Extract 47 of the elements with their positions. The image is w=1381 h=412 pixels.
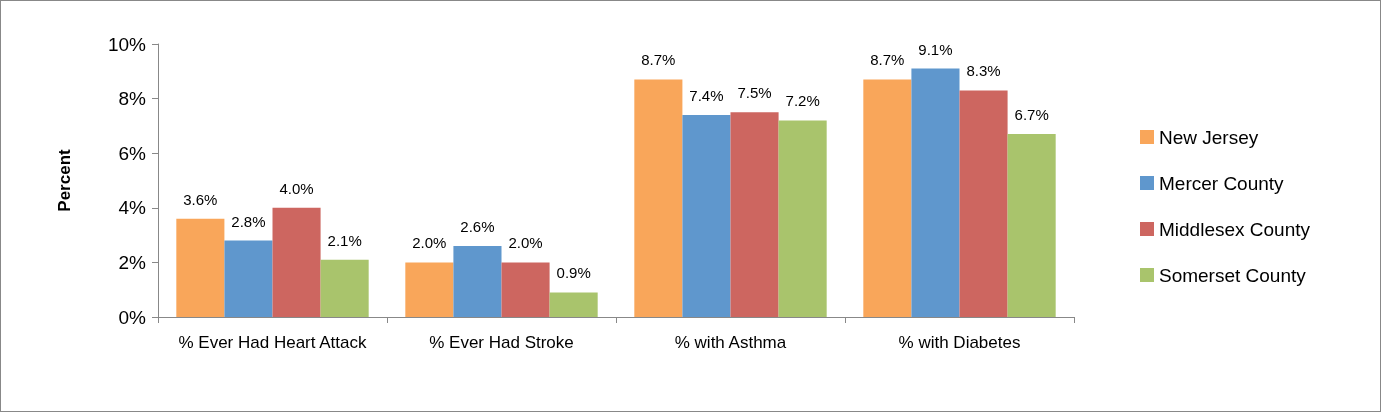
- x-tick-label: % Ever Had Heart Attack: [178, 332, 368, 352]
- y-tick-label: 6%: [118, 142, 147, 164]
- data-label: 2.0%: [412, 234, 447, 252]
- data-label: 8.7%: [870, 51, 905, 69]
- bar: [959, 90, 1008, 317]
- bar: [863, 79, 912, 317]
- data-label: 9.1%: [918, 40, 953, 58]
- bar: [501, 262, 550, 317]
- bar: [549, 292, 598, 317]
- bar: [176, 218, 225, 317]
- y-tick-label: 10%: [107, 33, 147, 55]
- data-label: 3.6%: [183, 190, 218, 208]
- bar: [453, 246, 502, 317]
- x-tick-label: % Ever Had Stroke: [429, 332, 574, 352]
- data-label: 2.1%: [327, 231, 362, 249]
- data-label: 7.4%: [689, 86, 724, 104]
- y-tick-label: 8%: [118, 88, 147, 110]
- data-label: 2.6%: [460, 218, 495, 236]
- bar: [272, 207, 321, 317]
- data-label: 4.0%: [279, 179, 314, 197]
- legend-label: Somerset County: [1158, 264, 1307, 286]
- data-label: 7.2%: [785, 92, 820, 110]
- y-tick-label: 4%: [118, 197, 147, 219]
- y-axis-title: Percent: [55, 148, 74, 212]
- legend-label: New Jersey: [1158, 126, 1259, 148]
- data-label: 8.3%: [966, 62, 1001, 80]
- data-label: 0.9%: [556, 264, 591, 282]
- y-tick-label: 2%: [118, 251, 147, 273]
- bar: [682, 114, 731, 317]
- bar: [730, 112, 779, 317]
- bar: [320, 259, 369, 317]
- bar: [634, 79, 683, 317]
- x-tick-label: % with Asthma: [674, 332, 787, 352]
- bar: [405, 262, 454, 317]
- bar: [911, 68, 960, 317]
- data-label: 6.7%: [1014, 106, 1049, 124]
- legend-label: Middlesex County: [1158, 218, 1311, 240]
- data-label: 7.5%: [737, 84, 772, 102]
- bar: [778, 120, 827, 317]
- bar: [1007, 134, 1056, 317]
- y-tick-label: 0%: [118, 306, 147, 328]
- x-tick-label: % with Diabetes: [898, 332, 1021, 352]
- data-label: 8.7%: [641, 51, 676, 69]
- data-label: 2.8%: [231, 212, 266, 230]
- legend-label: Mercer County: [1158, 172, 1285, 194]
- bar: [224, 240, 273, 317]
- data-label: 2.0%: [508, 234, 543, 252]
